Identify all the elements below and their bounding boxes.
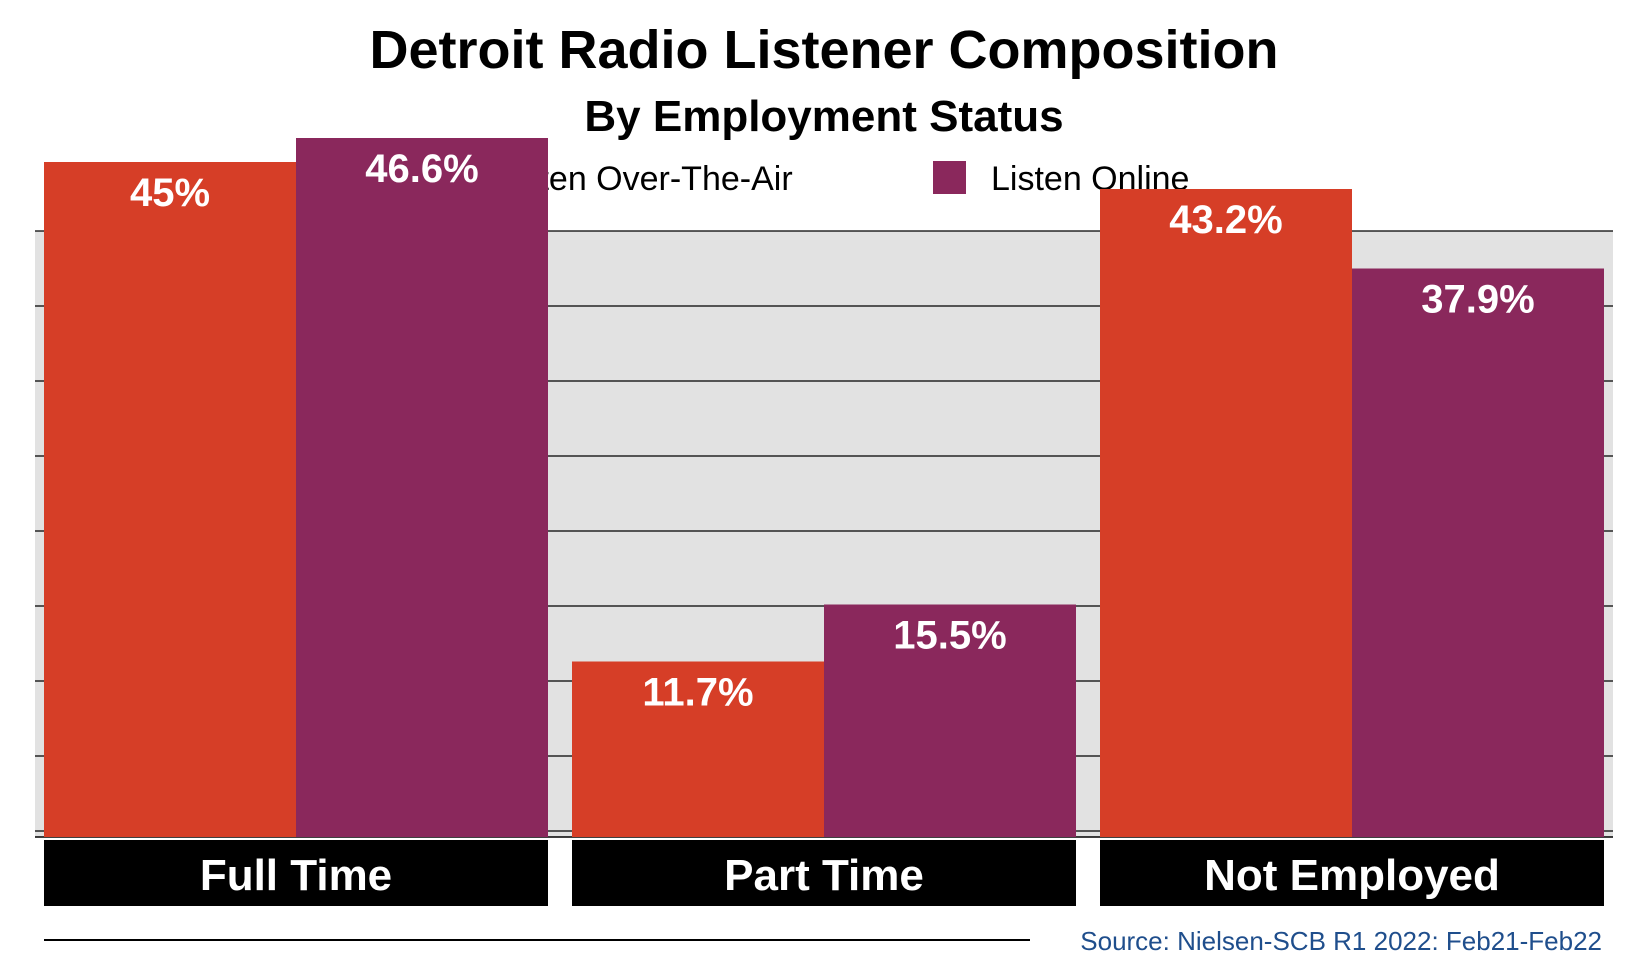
value-label-part-time-online: 15.5%	[893, 614, 1006, 658]
source-note: Source: Nielsen-SCB R1 2022: Feb21-Feb22	[1080, 926, 1602, 956]
bar-not-employed-online	[1352, 268, 1604, 837]
bar-part-time-over-the-air	[572, 661, 824, 837]
category-label-part-time: Part Time	[724, 851, 924, 900]
bar-full-time-over-the-air	[44, 162, 296, 837]
value-label-not-employed-over-the-air: 43.2%	[1169, 198, 1282, 242]
bars	[44, 138, 1604, 837]
legend: Listen Over-The-Air Listen Online	[438, 160, 1189, 198]
category-labels: Full Time Part Time Not Employed	[200, 851, 1500, 900]
category-label-full-time: Full Time	[200, 851, 392, 900]
category-band-full-time	[44, 840, 548, 906]
category-band-part-time	[572, 840, 1076, 906]
bar-full-time-online	[296, 138, 548, 837]
category-label-not-employed: Not Employed	[1204, 851, 1500, 900]
bar-part-time-online	[824, 604, 1076, 837]
value-labels: 45% 46.6% 11.7% 15.5% 43.2% 37.9%	[130, 147, 1535, 715]
bar-not-employed-over-the-air	[1100, 189, 1352, 837]
chart-subtitle: By Employment Status	[584, 92, 1063, 141]
legend-swatch-online	[933, 161, 966, 194]
chart-title: Detroit Radio Listener Composition	[369, 20, 1278, 80]
value-label-full-time-online: 46.6%	[365, 147, 478, 191]
value-label-not-employed-online: 37.9%	[1421, 278, 1534, 322]
value-label-full-time-over-the-air: 45%	[130, 171, 210, 215]
category-band-not-employed	[1100, 840, 1604, 906]
category-bands	[44, 840, 1604, 906]
value-label-part-time-over-the-air: 11.7%	[642, 671, 753, 715]
